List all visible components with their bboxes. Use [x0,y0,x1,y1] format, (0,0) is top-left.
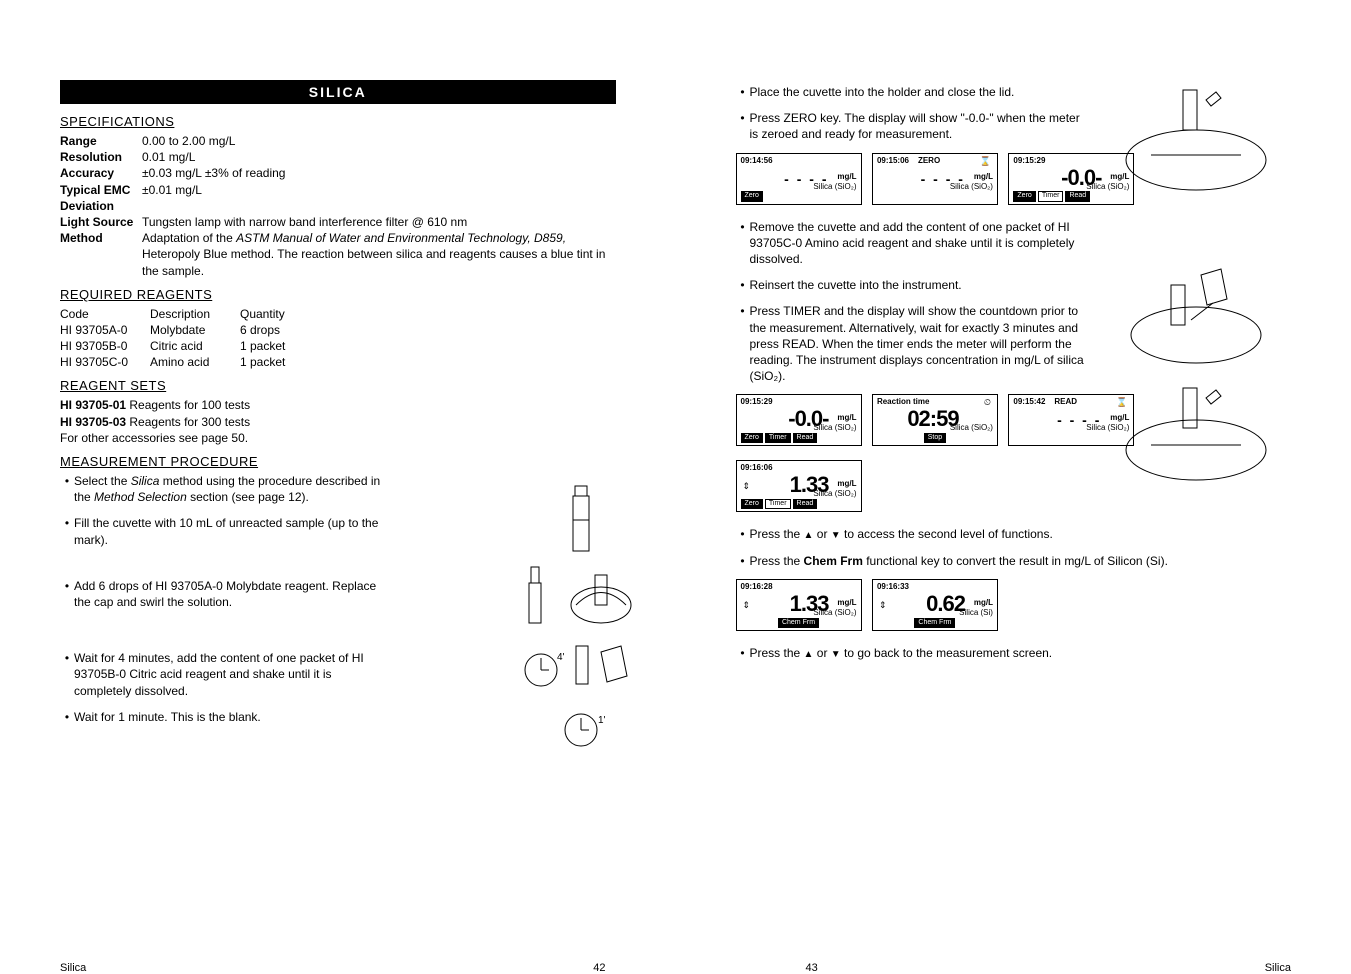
procedure-step: •Wait for 1 minute. This is the blank. [60,709,390,725]
procedure-step: •Remove the cuvette and add the content … [736,219,1086,268]
packet-pour-icon [1111,265,1281,375]
timer-packet-icon: 4' [521,640,641,700]
cuvette-icon [561,480,601,560]
reagent-header-code: Code [60,306,150,322]
reagent-header-qty: Quantity [240,306,330,322]
reagent-row: HI 93705C-0 Amino acid 1 packet [60,354,616,370]
footer-right: 43 Silica [736,962,1351,974]
procedure-step: •Wait for 4 minutes, add the content of … [60,650,390,699]
spec-accuracy-label: Accuracy [60,165,142,181]
svg-text:4': 4' [557,652,565,663]
reagent-row: HI 93705B-0 Citric acid 1 packet [60,338,616,354]
spec-resolution-label: Resolution [60,149,142,165]
reagent-set: HI 93705-01 Reagents for 100 tests [60,397,616,413]
left-illustrations: 4' 1' [506,480,656,760]
device-insert-icon [1111,80,1281,200]
required-reagents-heading: REQUIRED REAGENTS [60,287,616,302]
sets-note: For other accessories see page 50. [60,430,616,446]
procedure-step: •Add 6 drops of HI 93705A-0 Molybdate re… [60,578,390,610]
page-left: SILICA SPECIFICATIONS Range0.00 to 2.00 … [60,80,676,924]
svg-text:1': 1' [598,715,606,726]
spec-method-label: Method [60,230,142,279]
lcd-chemfrm-si: 09:16:33 ⇕ 0.62 mg/L Silica (Si) Chem Fr… [872,579,998,631]
procedure-step: •Press the Chem Frm functional key to co… [736,553,1236,569]
procedure-step: •Place the cuvette into the holder and c… [736,84,1086,100]
lcd-chemfrm-sio2: 09:16:28 ⇕ 1.33 mg/L Silica (SiO₂) Chem … [736,579,862,631]
lcd-row: 09:16:28 ⇕ 1.33 mg/L Silica (SiO₂) Chem … [736,579,1292,639]
spec-range-value: 0.00 to 2.00 mg/L [142,133,616,149]
specifications-heading: SPECIFICATIONS [60,114,616,129]
procedure-step: •Press ZERO key. The display will show "… [736,110,1086,142]
procedure-step: •Fill the cuvette with 10 mL of unreacte… [60,515,390,547]
procedure-step: •Press TIMER and the display will show t… [736,303,1086,384]
reagent-sets-heading: REAGENT SETS [60,378,616,393]
right-illustrations [1111,80,1291,495]
page-right: •Place the cuvette into the holder and c… [676,80,1292,924]
reagent-header-desc: Description [150,306,240,322]
spec-accuracy-value: ±0.03 mg/L ±3% of reading [142,165,616,181]
footer-left: Silica 42 [60,962,676,974]
procedure-step: •Reinsert the cuvette into the instrumen… [736,277,1086,293]
reagent-row: HI 93705A-0 Molybdate 6 drops [60,322,616,338]
title-bar: SILICA [60,80,616,104]
device-reinsert-icon [1111,380,1281,490]
spec-light-label: Light Source [60,214,142,230]
lcd-ready: 09:15:29 -0.0- mg/L Silica (SiO₂) ZeroTi… [736,394,862,446]
lcd-result: 09:16:06 ⇕ 1.33 mg/L Silica (SiO₂) ZeroT… [736,460,862,512]
reagent-set: HI 93705-03 Reagents for 300 tests [60,414,616,430]
lcd-zero-before: 09:14:56 - - - - mg/L Silica (SiO₂) Zero [736,153,862,205]
procedure-step: •Press the ▲ or ▼ to access the second l… [736,526,1236,543]
spec-method-value: Adaptation of the ASTM Manual of Water a… [142,230,616,279]
lcd-zeroing: 09:15:06 ZERO ⌛ - - - - mg/L Silica (SiO… [872,153,998,205]
spec-emc-value: ±0.01 mg/L [142,182,616,214]
procedure-step: •Select the Silica method using the proc… [60,473,390,505]
timer-icon: 1' [556,705,606,755]
spec-resolution-value: 0.01 mg/L [142,149,616,165]
spec-range-label: Range [60,133,142,149]
procedure-step: •Press the ▲ or ▼ to go back to the meas… [736,645,1236,662]
dropper-swirl-icon [521,565,641,635]
spec-emc-label: Typical EMC Deviation [60,182,142,214]
lcd-reaction-timer: Reaction time ⏲ 02:59 Silica (SiO₂) Stop [872,394,998,446]
measurement-heading: MEASUREMENT PROCEDURE [60,454,616,469]
spec-light-value: Tungsten lamp with narrow band interfere… [142,214,616,230]
